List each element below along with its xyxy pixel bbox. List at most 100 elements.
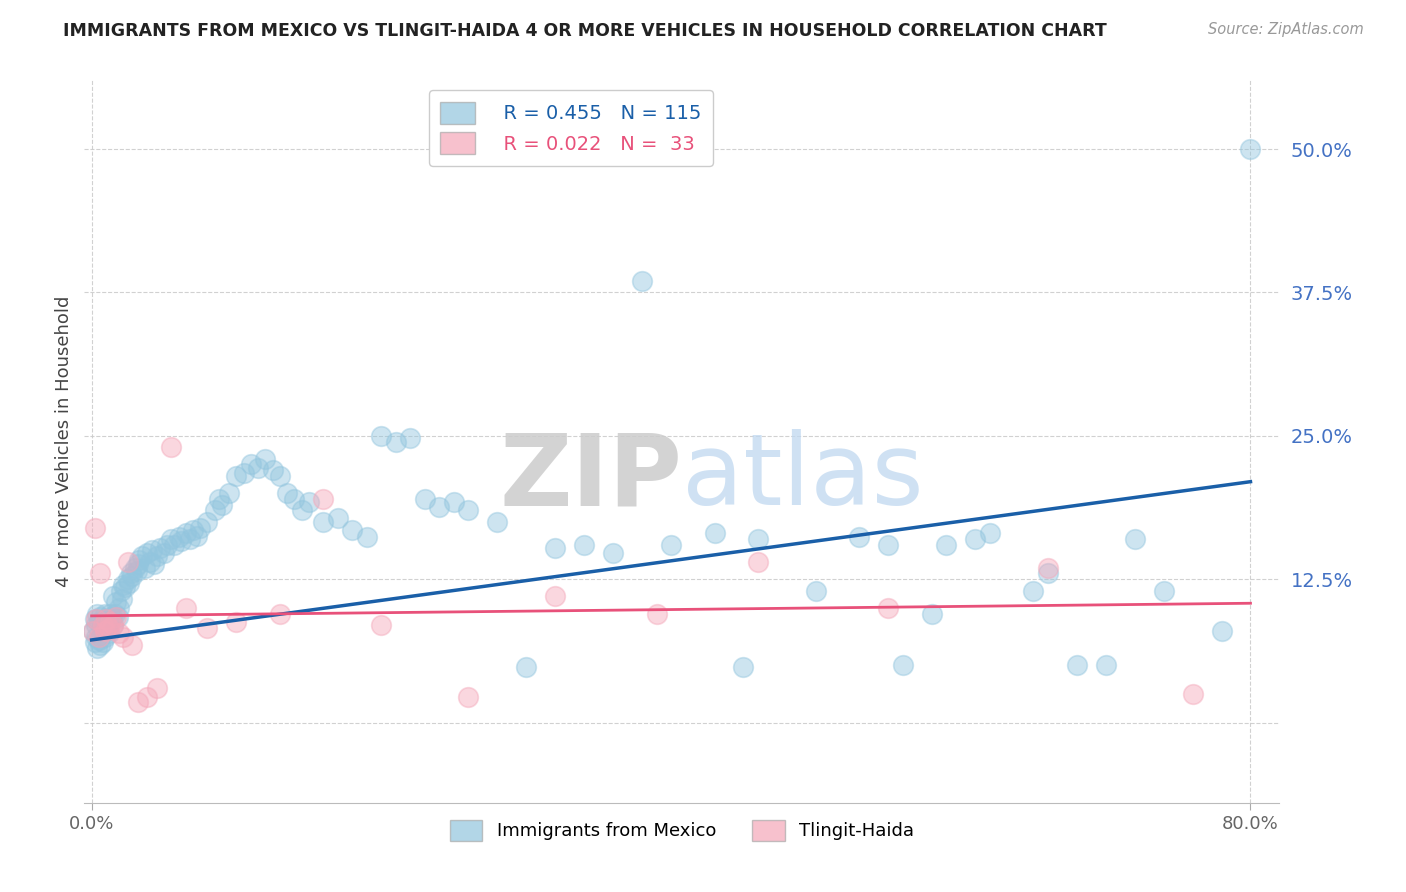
Point [979,526,1001,541]
Point [124,560,146,574]
Point [733,660,755,674]
Point [163,538,186,552]
Point [877,538,900,552]
Point [114,580,136,594]
Point [457,690,479,705]
Point [312,515,335,529]
Point [146,681,169,695]
Point [645,607,668,621]
Point [457,503,479,517]
Point [101,610,124,624]
Point [370,429,392,443]
Point [89,566,111,581]
Point [90,626,112,640]
Point [356,530,378,544]
Legend: Immigrants from Mexico, Tlingit-Haida: Immigrants from Mexico, Tlingit-Haida [443,813,921,848]
Point [96,622,118,636]
Point [120,566,142,581]
Point [98,615,121,629]
Point [1066,658,1088,673]
Point [125,564,148,578]
Point [84,612,107,626]
Point [181,523,204,537]
Point [326,511,349,525]
Point [112,578,135,592]
Point [1036,560,1059,574]
Point [1153,583,1175,598]
Point [117,572,139,586]
Point [128,552,150,566]
Point [427,500,450,514]
Point [82,624,104,638]
Point [167,530,190,544]
Point [544,541,567,556]
Point [174,600,197,615]
Point [83,635,105,649]
Point [104,607,127,621]
Point [83,520,105,534]
Point [94,612,117,626]
Point [87,632,110,647]
Point [100,615,122,629]
Point [935,538,957,552]
Point [118,575,141,590]
Point [254,451,277,466]
Point [135,690,157,705]
Point [1239,142,1261,156]
Point [82,624,104,638]
Point [276,486,298,500]
Point [160,532,183,546]
Point [342,523,364,537]
Point [138,555,160,569]
Point [291,503,314,517]
Point [218,486,240,500]
Point [87,630,110,644]
Point [84,630,107,644]
Point [100,607,122,621]
Point [153,546,176,560]
Point [142,558,165,572]
Point [443,495,465,509]
Point [197,515,219,529]
Point [111,591,134,606]
Point [877,600,900,615]
Point [87,615,110,629]
Point [232,466,254,480]
Text: Source: ZipAtlas.com: Source: ZipAtlas.com [1208,22,1364,37]
Point [197,622,219,636]
Point [370,618,392,632]
Point [188,520,211,534]
Point [1036,566,1059,581]
Point [127,558,149,572]
Point [1123,532,1146,546]
Point [1211,624,1233,638]
Point [239,458,262,472]
Point [399,431,422,445]
Point [112,630,135,644]
Point [91,615,114,629]
Point [135,546,157,560]
Point [83,612,105,626]
Point [98,626,121,640]
Point [90,622,112,636]
Point [298,495,321,509]
Point [89,638,111,652]
Point [1022,583,1045,598]
Point [107,610,129,624]
Point [103,618,125,632]
Point [170,534,193,549]
Point [108,600,131,615]
Point [121,638,143,652]
Point [93,624,115,638]
Point [93,607,115,621]
Point [486,515,509,529]
Point [269,469,291,483]
Point [269,607,291,621]
Point [134,560,156,574]
Point [848,530,870,544]
Point [312,491,335,506]
Point [149,541,172,556]
Point [98,622,121,636]
Point [127,695,149,709]
Text: atlas: atlas [682,429,924,526]
